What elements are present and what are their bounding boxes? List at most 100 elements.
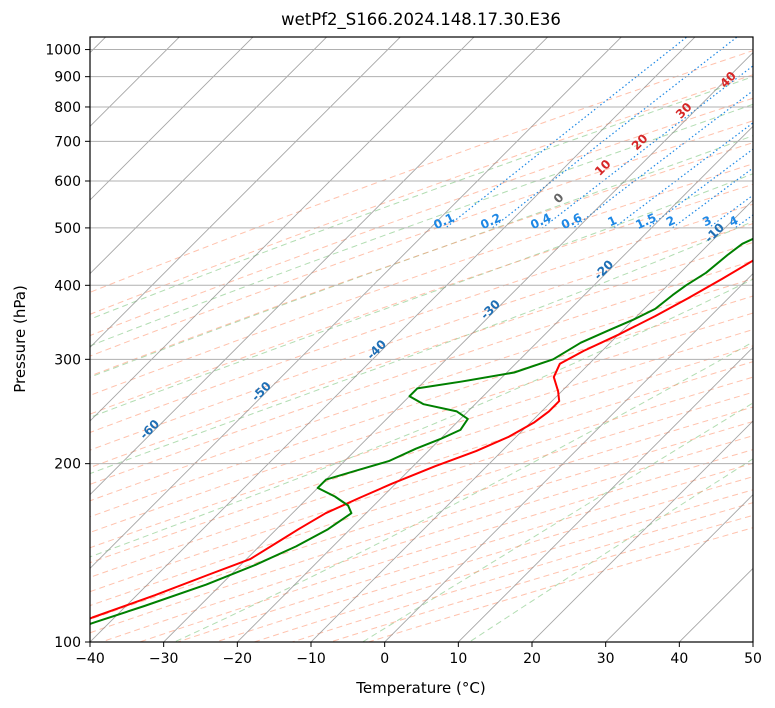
mixing-ratio-label: 1.5 <box>633 210 658 232</box>
x-tick-label: 10 <box>449 651 467 667</box>
y-tick-label: 600 <box>54 174 81 190</box>
moist-adiabat-label: 20 <box>629 131 651 153</box>
mixing-ratio-line <box>672 167 753 229</box>
isotherm-line <box>90 37 475 422</box>
dry-adiabat-line <box>328 514 753 642</box>
y-tick-label: 500 <box>54 221 81 237</box>
x-tick-label: 0 <box>380 651 389 667</box>
moist-adiabat-line <box>90 220 753 475</box>
dry-adiabat-line <box>90 223 753 451</box>
isotherm-label: -50 <box>249 379 274 404</box>
x-axis-ticks: −40 −30 −20 −10 0 10 20 30 40 50 <box>75 642 762 667</box>
moist-adiabat-line <box>90 173 753 418</box>
dry-adiabat-line <box>90 420 753 634</box>
y-tick-label: 300 <box>54 352 81 368</box>
mixing-ratio-label: 4 <box>727 213 740 229</box>
dry-adiabat-line <box>90 329 753 549</box>
line-labels: -100-90-80-70-60-50-40-30-20-100.10.20.4… <box>27 69 775 478</box>
dry-adiabat-line <box>176 462 753 642</box>
y-tick-label: 1000 <box>45 43 81 59</box>
dry-adiabat-line <box>90 260 753 485</box>
y-tick-label: 700 <box>54 134 81 150</box>
mixing-ratio-label: 1 <box>605 213 618 229</box>
temperature-profile-line <box>90 259 753 620</box>
moist-adiabat-line <box>362 402 753 642</box>
isobar-gridlines <box>90 49 753 642</box>
dry-adiabat-line <box>90 345 753 564</box>
moist-adiabat-line <box>174 341 753 642</box>
dry-adiabat-line <box>90 376 753 593</box>
y-tick-label: 900 <box>54 70 81 86</box>
dry-adiabat-line <box>90 312 753 533</box>
isotherm-label: -20 <box>591 257 616 282</box>
isotherm-label: -30 <box>478 297 503 322</box>
mixing-ratio-line <box>708 194 753 229</box>
dry-adiabat-line <box>90 163 753 396</box>
isotherm-line <box>90 37 254 201</box>
dry-adiabat-line <box>90 97 753 337</box>
isotherm-line <box>90 37 696 642</box>
isotherm-line <box>236 125 753 642</box>
plot-frame <box>89 36 754 643</box>
mixing-ratio-line <box>445 37 688 229</box>
isotherm-label: -60 <box>137 417 162 442</box>
mixing-ratio-label: 0.4 <box>528 210 553 232</box>
profile-series <box>90 237 753 626</box>
mixing-ratio-line <box>734 214 753 229</box>
mixing-ratio-label: 0.1 <box>431 210 456 232</box>
moist-adiabat-label: 10 <box>592 157 614 179</box>
isotherm-line <box>531 420 753 642</box>
dry-adiabat-line <box>90 406 753 620</box>
plot-area: -100-90-80-70-60-50-40-30-20-100.10.20.4… <box>27 37 775 642</box>
isotherm-line <box>678 567 753 642</box>
dry-adiabat-line <box>90 295 753 518</box>
x-tick-label: 20 <box>523 651 541 667</box>
chart-title: wetPf2_S166.2024.148.17.30.E36 <box>281 10 561 30</box>
y-tick-label: 100 <box>54 635 81 651</box>
dry-adiabats <box>90 50 753 642</box>
dewpoint-profile-line <box>90 237 753 626</box>
y-tick-label: 800 <box>54 100 81 116</box>
x-tick-label: −40 <box>75 651 105 667</box>
x-tick-label: 50 <box>744 651 762 667</box>
y-tick-label: 200 <box>54 457 81 473</box>
dry-adiabat-line <box>90 361 753 578</box>
isotherm-line <box>457 346 753 642</box>
isotherm-line <box>605 494 753 642</box>
mixing-ratio-label: 6 <box>766 213 775 229</box>
mixing-ratio-label: 0.2 <box>478 210 503 232</box>
x-tick-label: 30 <box>597 651 615 667</box>
y-tick-label: 400 <box>54 278 81 294</box>
isotherm-line <box>310 199 753 642</box>
dry-adiabat-line <box>90 74 753 315</box>
isotherm-line <box>90 37 549 496</box>
y-axis-ticks: 1000 900 800 700 600 500 400 300 200 100 <box>45 43 90 651</box>
dry-adiabat-line <box>366 527 753 642</box>
isotherm-line <box>384 273 753 642</box>
moist-adiabats <box>90 76 753 642</box>
moist-adiabat-line <box>90 278 753 558</box>
x-axis-label: Temperature (°C) <box>355 679 485 697</box>
x-tick-label: −30 <box>149 651 179 667</box>
dry-adiabat-line <box>90 203 753 433</box>
moist-adiabat-label: 40 <box>717 69 739 91</box>
x-tick-label: 40 <box>670 651 688 667</box>
moist-adiabat-line <box>90 76 753 320</box>
mixing-ratio-line <box>572 89 753 229</box>
dry-adiabat-line <box>90 50 753 293</box>
moist-adiabat-line <box>90 135 753 378</box>
dry-adiabat-line <box>90 241 753 469</box>
mixing-ratio-label: 0.6 <box>559 210 584 232</box>
dry-adiabat-line <box>90 391 753 607</box>
isotherms <box>90 37 753 642</box>
dry-adiabat-line <box>90 278 753 502</box>
moist-adiabat-line <box>90 103 753 347</box>
dry-adiabat-line <box>138 449 753 642</box>
x-tick-label: −20 <box>223 651 253 667</box>
dry-adiabat-line <box>90 183 753 415</box>
isotherm-label: -40 <box>364 337 389 362</box>
isotherm-label: -70 <box>27 453 52 478</box>
mixing-ratio-label: 2 <box>664 213 677 229</box>
isotherm-line <box>90 37 622 569</box>
